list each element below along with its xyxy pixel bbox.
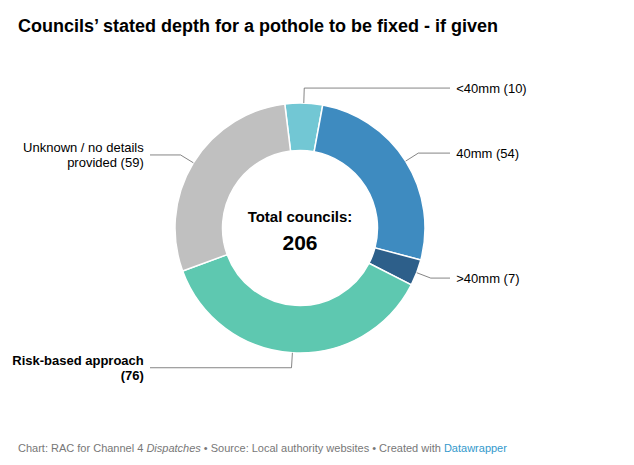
slice-label: 40mm (54) (456, 146, 519, 161)
slice-label: <40mm (10) (456, 81, 526, 96)
slice (183, 255, 412, 353)
center-label: Total councils: (248, 208, 353, 225)
slice-label-line: >40mm (7) (456, 271, 519, 286)
leader-line (406, 153, 450, 161)
slice-label-line: <40mm (10) (456, 81, 526, 96)
slice-label: >40mm (7) (456, 271, 519, 286)
donut (175, 103, 425, 353)
slice-label-line: Risk-based approach (12, 353, 144, 368)
footnote-piece: • Source: Local authority websites • Cre… (201, 442, 444, 454)
footnote-piece: Dispatches (146, 442, 201, 454)
slice-label-line: 40mm (54) (456, 146, 519, 161)
title: Councils’ stated depth for a pothole to … (18, 16, 498, 36)
slice (314, 105, 425, 260)
slice (175, 104, 291, 271)
leader-line (150, 353, 292, 368)
footnote-piece: Datawrapper (444, 442, 507, 454)
slice-labels: <40mm (10) 40mm (54) >40mm (7) Risk-based a… (12, 81, 526, 383)
center-value: 206 (282, 231, 317, 254)
chart: Councils’ stated depth for a pothole to … (0, 0, 634, 465)
footnote-piece: Chart: RAC for Channel 4 (18, 442, 146, 454)
leader-line (150, 155, 193, 163)
leader-line (417, 273, 450, 278)
leader-line (304, 88, 450, 103)
slice-label-line: Unknown / no details (23, 140, 144, 155)
slice-label: Risk-based approach(76) (12, 353, 144, 383)
slice-label: Unknown / no detailsprovided (59) (23, 140, 144, 170)
slice-label-line: provided (59) (67, 155, 144, 170)
footnote: Chart: RAC for Channel 4 Dispatches • So… (18, 442, 507, 454)
slice-label-line: (76) (121, 368, 144, 383)
